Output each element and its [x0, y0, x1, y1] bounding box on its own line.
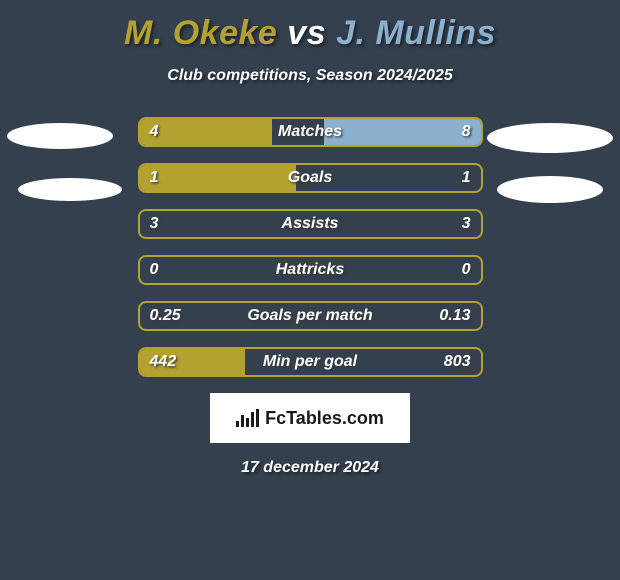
stat-value-left: 0.25: [150, 303, 181, 329]
bar-chart-icon: [236, 409, 259, 427]
stat-label: Assists: [140, 211, 481, 237]
fctables-logo-text: FcTables.com: [265, 408, 384, 429]
decorative-ellipse: [18, 178, 122, 201]
stat-value-right: 0: [462, 257, 471, 283]
stat-fill-left: [140, 119, 273, 145]
stat-row: 442Min per goal803: [138, 347, 483, 377]
stat-value-right: 3: [462, 211, 471, 237]
stat-value-right: 1: [462, 165, 471, 191]
stat-value-left: 0: [150, 257, 159, 283]
decorative-ellipse: [497, 176, 603, 203]
stat-label: Goals per match: [140, 303, 481, 329]
stat-value-right: 803: [444, 349, 471, 375]
stat-row: 0.25Goals per match0.13: [138, 301, 483, 331]
stat-value-right: 0.13: [439, 303, 470, 329]
player1-name: M. Okeke: [124, 14, 277, 52]
date-text: 17 december 2024: [0, 459, 620, 477]
stat-label: Hattricks: [140, 257, 481, 283]
stat-row: 1Goals1: [138, 163, 483, 193]
stats-chart: 4Matches8 1Goals1 3Assists3 0Hattricks0 0.25…: [0, 117, 620, 377]
stat-fill-left: [140, 349, 246, 375]
decorative-ellipse: [7, 123, 113, 149]
player2-name: J. Mullins: [336, 14, 496, 52]
comparison-title: M. Okeke vs J. Mullins: [0, 0, 620, 53]
stat-row: 4Matches8: [138, 117, 483, 147]
vs-separator: vs: [287, 14, 326, 52]
stat-fill-left: [140, 165, 297, 191]
subtitle: Club competitions, Season 2024/2025: [0, 67, 620, 85]
decorative-ellipse: [487, 123, 613, 153]
stat-fill-right: [324, 119, 481, 145]
fctables-badge: FcTables.com: [210, 393, 410, 443]
stat-value-left: 3: [150, 211, 159, 237]
stat-row: 3Assists3: [138, 209, 483, 239]
stat-row: 0Hattricks0: [138, 255, 483, 285]
